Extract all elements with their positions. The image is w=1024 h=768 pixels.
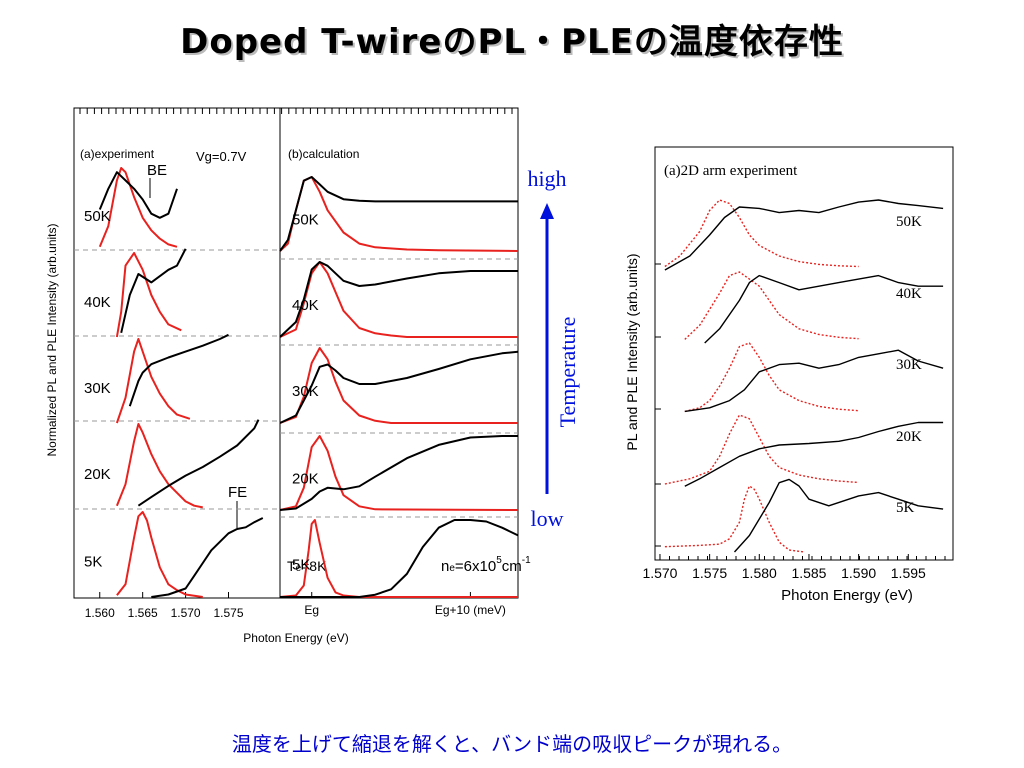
experiment-temperature-labels: 5K 20K 30K 40K 50K — [84, 208, 111, 570]
experiment-curves — [74, 167, 280, 598]
arm-frame — [654, 146, 954, 561]
experiment-y-label: Normalized PL and PLE Intensity (arb.uni… — [45, 223, 59, 456]
arm-ple-curve-50k — [664, 199, 944, 271]
experiment-temp-label-40k: 40K — [84, 294, 111, 311]
arm-ple-curve-5k — [733, 478, 944, 553]
experiment-ple-curve-30k — [128, 333, 229, 407]
x-tick-label: 1.585 — [791, 565, 826, 581]
experiment-temp-label-30k: 30K — [84, 380, 111, 397]
calculation-ple-curve-50k — [279, 176, 518, 252]
arm-ple-curve-20k — [684, 421, 944, 487]
arm-panel-label: (a)2D arm experiment — [664, 163, 798, 179]
arm-x-ticks: 1.570 1.575 1.580 1.585 1.590 1.595 — [642, 554, 946, 581]
calculation-temp-label-50k: 50K — [292, 211, 319, 228]
slide-title: Doped T-wireのPL・PLEの温度依存性 — [180, 22, 844, 62]
arm-pl-curve-5k — [664, 485, 805, 553]
arm-temp-label-30k: 30K — [896, 357, 922, 373]
calculation-temp-label-40k: 40K — [292, 297, 319, 314]
arm-temp-label-50k: 50K — [896, 214, 922, 230]
arrow-low-label: low — [531, 506, 564, 531]
arm-temp-label-40k: 40K — [896, 286, 922, 302]
arm-pl-curve-40k — [684, 271, 859, 340]
calculation-ple-curve-40k — [279, 261, 518, 338]
x-tick-label: 1.575 — [213, 606, 243, 620]
x-tick-label: Eg+10 (meV) — [435, 603, 506, 617]
calculation-panel: (b)calculation Te=8K ne=6x105cm-1 Eg Eg+1… — [279, 107, 531, 617]
calculation-ple-curve-30k — [279, 350, 519, 424]
be-annotation: BE — [147, 162, 167, 179]
calculation-ple-curve-5k — [280, 519, 519, 598]
arm-temp-label-5k: 5K — [896, 500, 915, 516]
calculation-temp-label-30k: 30K — [292, 383, 319, 400]
arm-pl-curve-30k — [684, 342, 859, 413]
experiment-pl-curve-30k — [115, 338, 191, 424]
calculation-pl-curve-30k — [279, 347, 518, 424]
fe-annotation: FE — [228, 484, 247, 501]
arm-ple-curve-30k — [684, 349, 944, 413]
x-tick-label: 1.560 — [85, 606, 115, 620]
calculation-temperature-labels: 5K 20K 30K 40K 50K — [292, 211, 319, 573]
calculation-panel-label: (b)calculation — [288, 147, 359, 161]
experiment-temp-label-50k: 50K — [84, 208, 111, 225]
experiment-panel-label: (a)experiment — [80, 147, 155, 161]
temperature-arrow-group: high low Temperature — [527, 166, 580, 531]
experiment-pl-curve-5k — [116, 511, 203, 598]
calculation-temp-label-20k: 20K — [292, 470, 319, 487]
x-tick-label: 1.575 — [692, 565, 727, 581]
arm-ple-curve-40k — [704, 274, 944, 344]
arrow-temperature-label: Temperature — [555, 317, 580, 428]
experiment-x-label: Photon Energy (eV) — [243, 631, 348, 645]
x-tick-label: 1.580 — [742, 565, 777, 581]
arm-temperature-labels: 5K 20K 30K 40K 50K — [896, 214, 922, 516]
x-tick-label: Eg — [304, 603, 319, 617]
x-tick-label: 1.570 — [642, 565, 677, 581]
x-tick-label: 1.570 — [171, 606, 201, 620]
calculation-curves — [279, 176, 519, 598]
temperature-arrow-head — [540, 203, 554, 219]
x-tick-label: 1.565 — [128, 606, 158, 620]
ne-annotation: ne=6x105cm-1 — [441, 555, 531, 575]
arm-panel: (a)2D arm experiment PL and PLE Intensit… — [624, 146, 954, 604]
experiment-x-ticks: 1.560 1.565 1.570 1.575 — [79, 108, 513, 620]
arm-curves — [655, 199, 944, 553]
calculation-pl-curve-40k — [279, 261, 518, 338]
slide-caption: 温度を上げて縮退を解くと、バンド端の吸収ピークが現れる。 — [231, 732, 793, 756]
experiment-temp-label-20k: 20K — [84, 466, 111, 483]
arm-pl-curve-50k — [664, 199, 859, 268]
arm-pl-curve-20k — [664, 414, 859, 485]
experiment-ple-curve-40k — [120, 248, 187, 334]
experiment-pl-curve-20k — [115, 423, 203, 509]
experiment-panel: (a)experiment Vg=0.7V BE FE Normalized P… — [45, 107, 513, 645]
experiment-ple-curve-50k — [98, 171, 178, 219]
arm-x-label: Photon Energy (eV) — [781, 587, 913, 604]
x-tick-label: 1.590 — [841, 565, 876, 581]
calculation-pl-curve-20k — [279, 435, 519, 511]
experiment-ple-curve-20k — [137, 419, 260, 507]
vg-annotation: Vg=0.7V — [196, 149, 247, 164]
x-tick-label: 1.595 — [891, 565, 926, 581]
calculation-x-ticks: Eg Eg+10 (meV) — [304, 592, 506, 617]
arm-y-label: PL and PLE Intensity (arb.units) — [624, 253, 640, 450]
experiment-temp-label-5k: 5K — [84, 553, 102, 570]
arrow-high-label: high — [527, 166, 566, 191]
experiment-pl-curve-40k — [115, 252, 182, 338]
calculation-temp-label-5k: 5K — [292, 556, 310, 573]
arm-temp-label-20k: 20K — [896, 429, 922, 445]
experiment-ple-curve-5k — [151, 517, 264, 598]
calculation-ple-curve-20k — [279, 435, 518, 511]
calculation-pl-curve-5k — [279, 519, 518, 598]
experiment-pl-curve-50k — [98, 167, 178, 248]
